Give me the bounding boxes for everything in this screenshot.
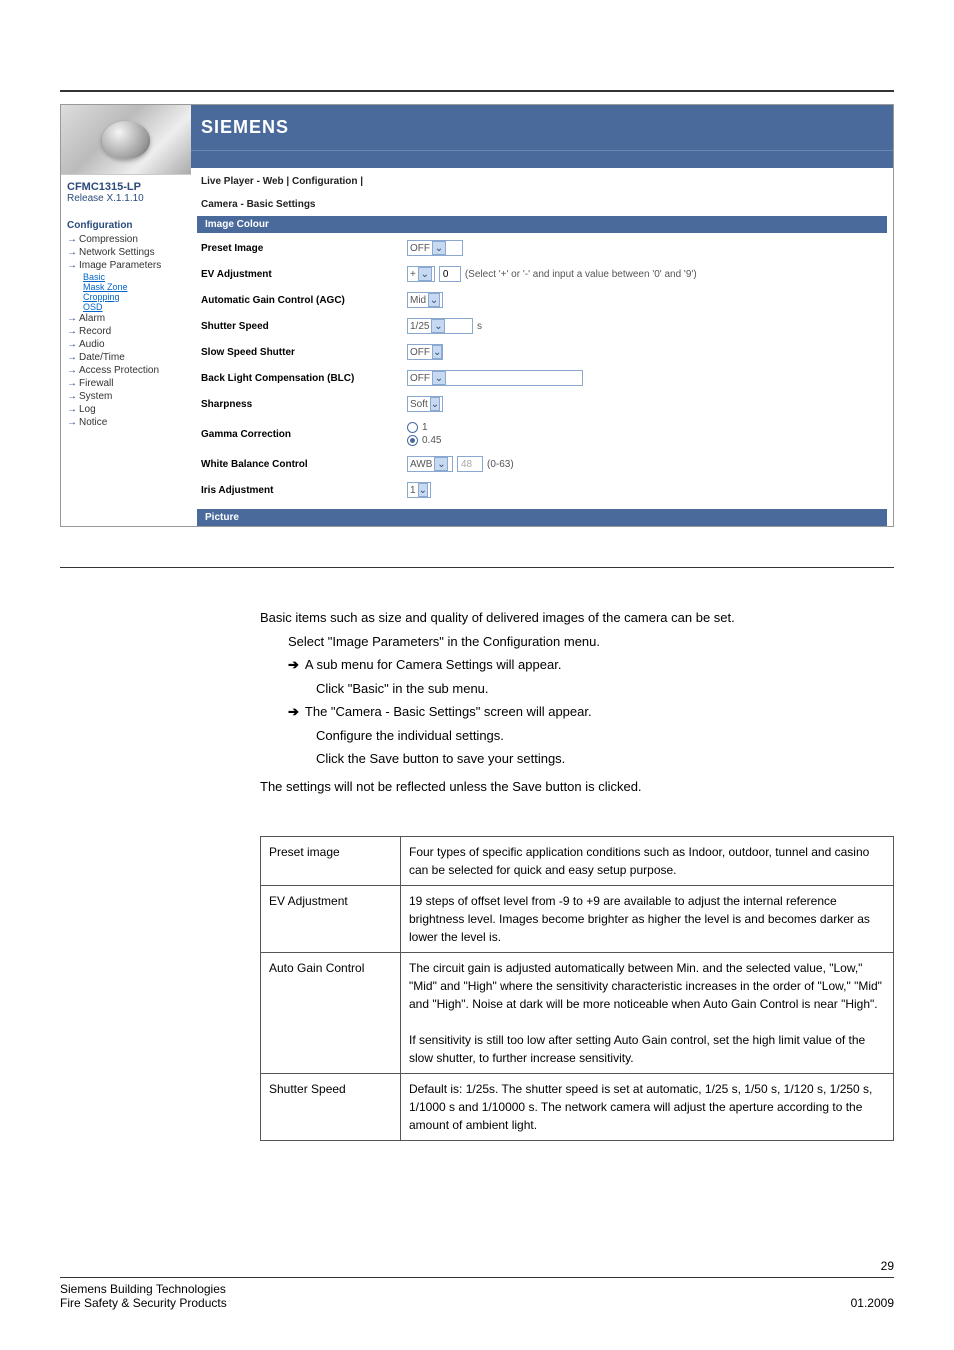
iris-label: Iris Adjustment [197, 485, 407, 496]
white-balance-num [457, 456, 483, 472]
ev-value-input[interactable] [439, 266, 461, 282]
doc-p1: Basic items such as size and quality of … [260, 608, 894, 628]
blc-label: Back Light Compensation (BLC) [197, 373, 407, 384]
ev-sign-select[interactable]: +⌄ [407, 266, 435, 282]
nav-notice[interactable]: →Notice [67, 416, 187, 429]
cell-desc: Four types of specific application condi… [401, 837, 894, 886]
gamma-opt1: 1 [422, 422, 428, 433]
table-row: Preset image Four types of specific appl… [261, 837, 894, 886]
table-row: Auto Gain Control The circuit gain is ad… [261, 953, 894, 1074]
doc-p2: Select "Image Parameters" in the Configu… [288, 632, 894, 652]
section-image-colour: Image Colour [197, 216, 887, 233]
white-balance-label: White Balance Control [197, 459, 407, 470]
doc-p8: The settings will not be reflected unles… [260, 777, 894, 797]
sharpness-select[interactable]: Soft⌄ [407, 396, 443, 412]
chevron-down-icon: ⌄ [434, 457, 448, 471]
gamma-label: Gamma Correction [197, 429, 407, 440]
cell-desc: Default is: 1/25s. The shutter speed is … [401, 1074, 894, 1141]
iris-select[interactable]: 1⌄ [407, 482, 431, 498]
breadcrumb: Live Player - Web | Configuration | [191, 168, 893, 199]
gamma-radio-045[interactable] [407, 435, 418, 446]
blc-select[interactable]: OFF⌄ [407, 370, 583, 386]
nav-alarm[interactable]: →Alarm [67, 312, 187, 325]
brand-header: SIEMENS [191, 105, 893, 150]
ev-adjustment-label: EV Adjustment [197, 269, 407, 280]
nav-record[interactable]: →Record [67, 325, 187, 338]
nav-image-parameters[interactable]: →Image Parameters [67, 259, 187, 272]
nav-access-protection[interactable]: →Access Protection [67, 364, 187, 377]
nav-network-settings[interactable]: →Network Settings [67, 246, 187, 259]
cell-name: Auto Gain Control [261, 953, 401, 1074]
chevron-down-icon: ⌄ [430, 397, 440, 411]
nav-title: Configuration [67, 220, 187, 231]
sharpness-label: Sharpness [197, 399, 407, 410]
model-label: CFMC1315-LP [67, 181, 185, 193]
white-balance-range: (0-63) [487, 459, 514, 470]
shutter-speed-label: Shutter Speed [197, 321, 407, 332]
slow-shutter-select[interactable]: OFF⌄ [407, 344, 443, 360]
ev-hint: (Select '+' or '-' and input a value bet… [465, 269, 697, 280]
shutter-unit: s [477, 321, 482, 332]
page-number: 29 [60, 1259, 894, 1273]
section-picture: Picture [197, 509, 887, 526]
chevron-down-icon: ⌄ [432, 241, 446, 255]
nav-sub-cropping[interactable]: Cropping [83, 292, 187, 302]
page-subtitle: Camera - Basic Settings [191, 199, 893, 216]
cell-name: EV Adjustment [261, 886, 401, 953]
table-row: Shutter Speed Default is: 1/25s. The shu… [261, 1074, 894, 1141]
nav-compression[interactable]: →Compression [67, 233, 187, 246]
cell-desc: 19 steps of offset level from -9 to +9 a… [401, 886, 894, 953]
chevron-down-icon: ⌄ [418, 483, 428, 497]
settings-description-table: Preset image Four types of specific appl… [260, 836, 894, 1141]
table-row: EV Adjustment 19 steps of offset level f… [261, 886, 894, 953]
nav-audio[interactable]: →Audio [67, 338, 187, 351]
agc-select[interactable]: Mid⌄ [407, 292, 443, 308]
config-screenshot: CFMC1315-LP Release X.1.1.10 Configurati… [60, 104, 894, 527]
nav-firewall[interactable]: →Firewall [67, 377, 187, 390]
nav-sub-mask-zone[interactable]: Mask Zone [83, 282, 187, 292]
chevron-down-icon: ⌄ [418, 267, 432, 281]
gamma-opt2: 0.45 [422, 435, 441, 446]
doc-p6: Configure the individual settings. [316, 726, 894, 746]
nav-log[interactable]: →Log [67, 403, 187, 416]
nav-sub-basic[interactable]: Basic [83, 272, 187, 282]
camera-image [61, 105, 191, 175]
doc-p5: The "Camera - Basic Settings" screen wil… [288, 702, 894, 722]
doc-body: Basic items such as size and quality of … [260, 608, 894, 1141]
white-balance-select[interactable]: AWB⌄ [407, 456, 453, 472]
nav-date-time[interactable]: →Date/Time [67, 351, 187, 364]
cell-name: Preset image [261, 837, 401, 886]
footer-left1: Siemens Building Technologies [60, 1282, 227, 1296]
release-label: Release X.1.1.10 [67, 193, 185, 204]
preset-image-label: Preset Image [197, 243, 407, 254]
doc-p7: Click the Save button to save your setti… [316, 749, 894, 769]
shutter-speed-select[interactable]: 1/25⌄ [407, 318, 473, 334]
chevron-down-icon: ⌄ [432, 345, 442, 359]
nav-sub-osd[interactable]: OSD [83, 302, 187, 312]
sidebar-nav: Configuration →Compression →Network Sett… [61, 214, 191, 449]
slow-shutter-label: Slow Speed Shutter [197, 347, 407, 358]
preset-image-select[interactable]: OFF⌄ [407, 240, 463, 256]
chevron-down-icon: ⌄ [431, 319, 445, 333]
chevron-down-icon: ⌄ [432, 371, 446, 385]
cell-desc: The circuit gain is adjusted automatical… [401, 953, 894, 1074]
chevron-down-icon: ⌄ [428, 293, 440, 307]
doc-p3: A sub menu for Camera Settings will appe… [288, 655, 894, 675]
agc-label: Automatic Gain Control (AGC) [197, 295, 407, 306]
page-footer: 29 Siemens Building Technologies Fire Sa… [60, 1259, 894, 1310]
footer-left2: Fire Safety & Security Products [60, 1296, 227, 1310]
nav-system[interactable]: →System [67, 390, 187, 403]
cell-name: Shutter Speed [261, 1074, 401, 1141]
gamma-radio-1[interactable] [407, 422, 418, 433]
footer-right: 01.2009 [851, 1296, 894, 1310]
doc-p4: Click "Basic" in the sub menu. [316, 679, 894, 699]
